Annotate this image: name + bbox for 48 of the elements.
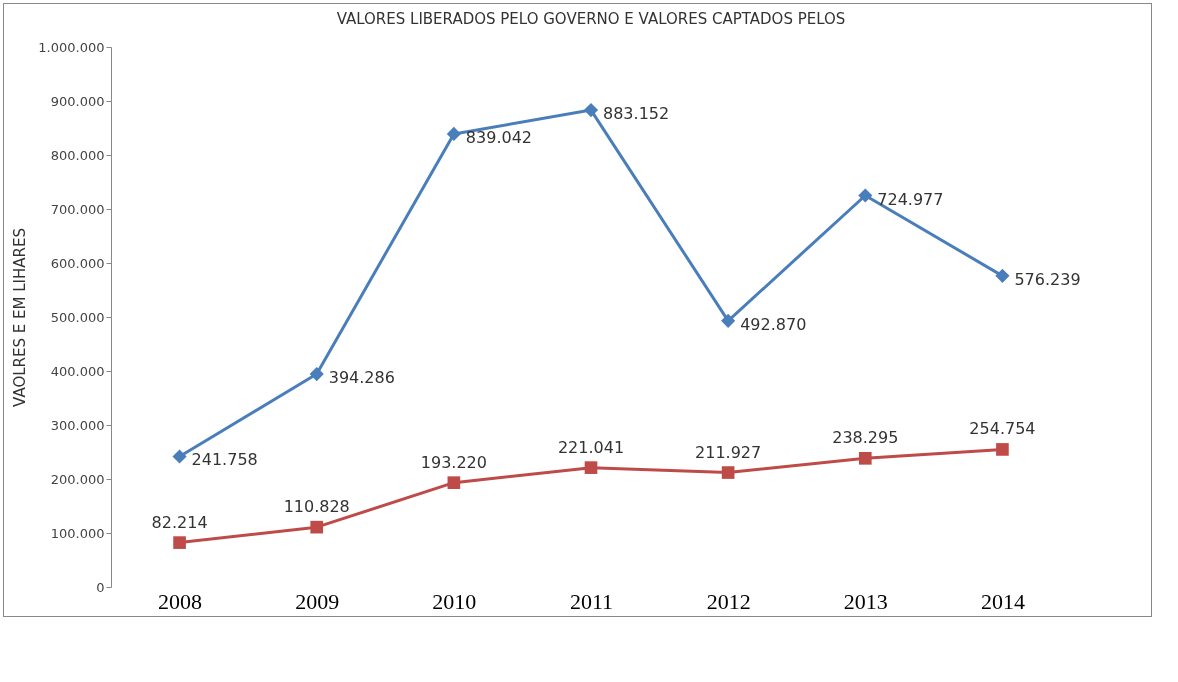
y-tick-label: 800.000 (50, 147, 105, 163)
point (309, 367, 324, 382)
y-tick-label: 500.000 (50, 309, 105, 325)
data-label: 576.239 (1014, 269, 1081, 289)
x-tick-label: 2011 (569, 588, 614, 614)
x-tick-label: 2012 (706, 588, 751, 614)
data-label: 839.042 (465, 127, 533, 147)
data-label: 82.214 (151, 512, 208, 532)
data-label: 211.927 (695, 442, 762, 462)
point (721, 313, 736, 328)
point (996, 443, 1009, 456)
data-label: 238.295 (832, 428, 899, 448)
y-tick-label: 700.000 (50, 201, 105, 217)
y-tick-label: 100.000 (50, 525, 105, 541)
point (310, 520, 324, 534)
point (172, 449, 187, 464)
data-label: 883.152 (603, 104, 670, 124)
data-label: 241.758 (191, 450, 258, 470)
point (446, 126, 461, 141)
x-tick-label: 2009 (295, 588, 340, 614)
data-label: 394.286 (328, 368, 395, 388)
x-tick-label: 2010 (432, 588, 477, 614)
point (447, 476, 461, 489)
chart-title: VALORES LIBERADOS PELO GOVERNO E VALORES CAPTADOS PELOS (336, 10, 846, 28)
data-label: 221.041 (557, 437, 625, 457)
y-tick-label: 1.000.000 (38, 39, 105, 55)
point (173, 536, 186, 549)
data-label: 193.220 (420, 452, 487, 472)
point (584, 461, 598, 474)
point (858, 452, 872, 465)
y-tick-label: 300.000 (50, 417, 105, 433)
x-tick-label: 2013 (843, 588, 888, 614)
y-tick-label: 200.000 (50, 471, 105, 487)
y-tick-label: 0 (96, 579, 105, 595)
data-label: 110.828 (283, 497, 350, 517)
data-label: 254.754 (969, 419, 1036, 439)
y-tick-label: 600.000 (50, 255, 105, 271)
y-axis-title: VAOLRES E EM LIHARES (11, 228, 30, 407)
x-tick-label: 2014 (980, 588, 1025, 614)
data-label: 492.870 (740, 314, 807, 334)
data-label: 724.977 (877, 189, 944, 209)
point (583, 103, 599, 118)
point (858, 188, 873, 203)
y-tick-label: 400.000 (50, 363, 105, 379)
y-tick-label: 900.000 (50, 93, 105, 109)
x-tick-label: 2008 (158, 588, 203, 614)
point (721, 466, 735, 479)
point (995, 268, 1010, 283)
